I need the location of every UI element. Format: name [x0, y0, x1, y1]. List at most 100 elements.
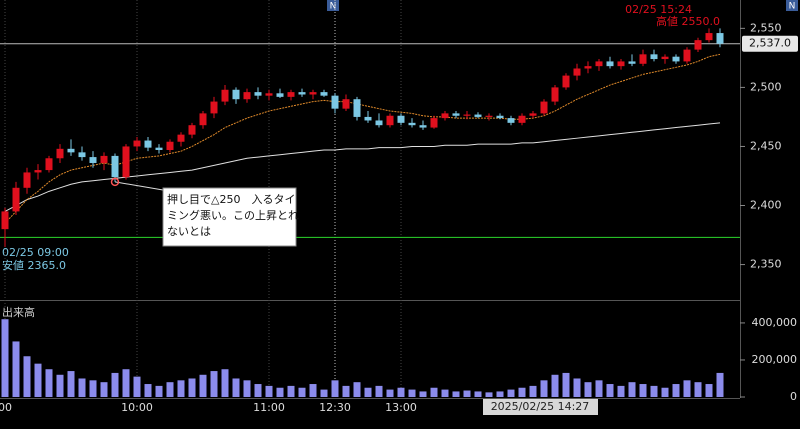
- volume-bar: [210, 371, 218, 397]
- annotation-connector: [114, 181, 164, 191]
- candle-body: [672, 56, 680, 62]
- candle-body: [408, 122, 416, 126]
- volume-bar: [56, 374, 64, 397]
- last-price-box: [742, 35, 798, 52]
- volume-bar: [628, 382, 636, 397]
- news-marker-box: [786, 0, 798, 11]
- y-tick-label: 0: [790, 390, 797, 403]
- volume-bar: [430, 387, 438, 397]
- annotation-text: ミング悪い。この上昇とれ: [167, 208, 299, 222]
- volume-bar: [188, 378, 196, 397]
- candle-body: [683, 49, 691, 62]
- volume-bar: [485, 392, 493, 397]
- y-tick-label: 2,550: [750, 21, 782, 34]
- candle-body: [617, 61, 625, 67]
- candle-body: [430, 118, 438, 128]
- volume-bar: [639, 384, 647, 397]
- annotation-text: 押し目で△250 入るタイ: [167, 192, 295, 206]
- y-tick-label: 2,450: [750, 139, 782, 152]
- volume-bar: [562, 372, 570, 397]
- volume-bar: [452, 391, 460, 397]
- candle-body: [331, 95, 339, 109]
- volume-bar: [78, 378, 86, 397]
- candle-body: [540, 101, 548, 114]
- candle-body: [309, 92, 317, 95]
- y-tick-label: 400,000: [752, 316, 798, 329]
- candle-body: [628, 61, 636, 64]
- volume-bar: [1, 319, 9, 397]
- candle-body: [507, 118, 515, 123]
- cursor-box: [483, 399, 598, 415]
- candle-body: [419, 125, 427, 128]
- volume-bar: [144, 384, 152, 397]
- volume-bar: [661, 387, 669, 397]
- candle-body: [463, 114, 471, 116]
- candle-body: [496, 115, 504, 119]
- volume-bar: [298, 387, 306, 397]
- high-label: 高値 2550.0: [656, 14, 720, 28]
- x-tick-label: 00: [0, 401, 12, 414]
- candle-body: [254, 92, 262, 96]
- volume-bar: [650, 385, 658, 397]
- candle-body: [34, 170, 42, 173]
- volume-bar: [683, 380, 691, 397]
- volume-bar: [254, 384, 262, 397]
- y-tick-label: 2,400: [750, 199, 782, 212]
- candle-body: [529, 113, 537, 116]
- volume-bar: [705, 384, 713, 397]
- volume-bar: [573, 378, 581, 397]
- candle-body: [133, 140, 141, 147]
- volume-bar: [386, 389, 394, 397]
- volume-bar: [45, 369, 53, 397]
- volume-bar: [243, 380, 251, 397]
- candle-body: [606, 61, 614, 67]
- candle-body: [287, 92, 295, 97]
- high-time: 02/25 15:24: [625, 3, 692, 16]
- volume-bar: [67, 371, 75, 397]
- volume-bar: [529, 385, 537, 397]
- volume-label: 出来高: [2, 305, 35, 319]
- y-tick-label: 2,350: [750, 258, 782, 271]
- candle-body: [78, 152, 86, 158]
- candle-body: [353, 99, 361, 117]
- volume-bar: [551, 374, 559, 397]
- volume-bar: [507, 389, 515, 397]
- volume-bar: [111, 372, 119, 397]
- candle-body: [474, 114, 482, 117]
- volume-bar: [353, 382, 361, 397]
- volume-bar: [672, 384, 680, 397]
- news-marker-box: [327, 0, 339, 11]
- volume-bar: [694, 382, 702, 397]
- candle-body: [122, 146, 130, 178]
- x-tick-label: 11:00: [253, 401, 285, 414]
- last-price-label: 2,537.0: [749, 37, 791, 50]
- volume-bar: [342, 385, 350, 397]
- volume-bar: [408, 389, 416, 397]
- candle-body: [485, 115, 493, 117]
- volume-bar: [331, 380, 339, 397]
- candle-body: [661, 56, 669, 60]
- volume-bar: [232, 378, 240, 397]
- volume-bar: [474, 391, 482, 397]
- candle-body: [276, 93, 284, 97]
- volume-bar: [397, 387, 405, 397]
- candle-body: [650, 54, 658, 60]
- candle-body: [364, 116, 372, 121]
- volume-bar: [463, 390, 471, 397]
- candle-body: [67, 148, 75, 153]
- candle-body: [89, 157, 97, 163]
- annotation-marker: [110, 177, 120, 187]
- x-tick-label: 10:00: [121, 401, 153, 414]
- candle-body: [386, 115, 394, 126]
- volume-bar: [584, 382, 592, 397]
- volume-bar: [34, 363, 42, 397]
- volume-bar: [540, 380, 548, 397]
- volume-bar: [133, 376, 141, 397]
- low-label: 安値 2365.0: [2, 258, 66, 272]
- candle-body: [694, 40, 702, 50]
- volume-bar: [309, 384, 317, 397]
- volume-bar: [276, 387, 284, 397]
